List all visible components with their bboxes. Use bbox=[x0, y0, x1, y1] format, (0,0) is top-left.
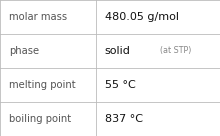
Text: solid: solid bbox=[104, 46, 130, 56]
Text: 55 °C: 55 °C bbox=[104, 80, 135, 90]
Text: melting point: melting point bbox=[9, 80, 75, 90]
Text: boiling point: boiling point bbox=[9, 114, 71, 124]
Text: (at STP): (at STP) bbox=[160, 47, 191, 55]
Text: 480.05 g/mol: 480.05 g/mol bbox=[104, 12, 178, 22]
Text: phase: phase bbox=[9, 46, 39, 56]
Text: 837 °C: 837 °C bbox=[104, 114, 143, 124]
Text: molar mass: molar mass bbox=[9, 12, 67, 22]
